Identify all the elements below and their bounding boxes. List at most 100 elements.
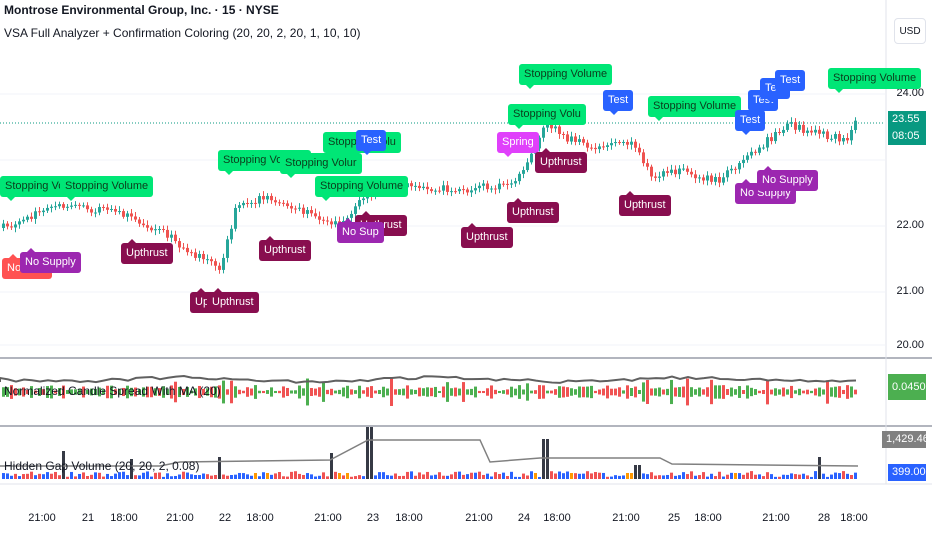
volume-bar: [414, 475, 417, 479]
signal-stopping-volume[interactable]: Stopping Volume: [315, 176, 409, 201]
volume-bar: [522, 473, 525, 479]
volume-bar: [770, 474, 773, 479]
candle-body: [546, 124, 549, 128]
candle-body: [50, 206, 53, 208]
candle-body: [94, 212, 97, 214]
signal-no-supply[interactable]: No Supply: [757, 166, 818, 191]
indicator-title[interactable]: VSA Full Analyzer + Confirmation Colorin…: [4, 26, 361, 40]
volume-bar: [38, 473, 41, 479]
time-label: 21: [81, 512, 95, 524]
signal-test[interactable]: Test: [356, 130, 387, 155]
spread-bar: [702, 389, 705, 395]
spread-bar: [98, 387, 101, 397]
signal-stopping-volume[interactable]: Stopping Volume: [60, 176, 154, 201]
spread-bar: [386, 388, 389, 396]
signal-upthrust[interactable]: Upthrust: [259, 236, 311, 261]
candle-body: [522, 170, 525, 174]
candle-body: [542, 127, 545, 138]
volume-bar: [6, 473, 9, 479]
volume-bar: [158, 472, 161, 479]
spread-bar: [2, 387, 5, 397]
signal-stopping-volume[interactable]: Stopping Volu: [508, 104, 586, 129]
spread-bar: [410, 389, 413, 395]
signal-upthrust[interactable]: Upthrust: [461, 223, 513, 248]
spread-bar: [718, 385, 721, 399]
signal-upthrust[interactable]: Upthrust: [507, 198, 559, 223]
candle-body: [274, 200, 277, 203]
candle-body: [38, 211, 41, 213]
signal-stopping-volume[interactable]: Stopping Volume: [648, 96, 742, 121]
signal-stopping-volume[interactable]: Stopping Volume: [519, 64, 613, 89]
signal-upthrust[interactable]: Upthrust: [121, 239, 173, 264]
spread-bar: [74, 389, 77, 395]
spread-bar: [10, 385, 13, 399]
candle-body: [214, 261, 217, 266]
spread-bar: [382, 386, 385, 398]
currency-button[interactable]: USD: [894, 18, 926, 44]
volume-bar: [658, 475, 661, 479]
spread-bar: [406, 385, 409, 399]
volume-bar: [722, 476, 725, 479]
symbol-title[interactable]: Montrose Environmental Group, Inc. · 15 …: [4, 3, 279, 17]
signal-upthrust[interactable]: Upthrust: [535, 148, 587, 173]
candle-body: [642, 152, 645, 164]
spread-bar: [438, 390, 441, 394]
spread-pane-title[interactable]: Normalized Candle Spread With MA (20): [4, 384, 221, 398]
signal-stopping-volume[interactable]: Stopping Volur: [280, 153, 362, 178]
spread-bar: [594, 390, 597, 394]
spread-bar: [442, 386, 445, 398]
candle-body: [854, 120, 857, 130]
candle-body: [586, 142, 589, 148]
volume-bar: [798, 474, 801, 479]
grid: [0, 93, 885, 346]
candle-body: [146, 225, 149, 228]
spread-bar: [422, 388, 425, 396]
spread-bar: [134, 387, 137, 397]
signal-spring[interactable]: Spring: [497, 132, 539, 157]
candle-body: [158, 229, 161, 231]
volume-bar: [622, 475, 625, 479]
spread-bar: [282, 386, 285, 398]
volume-bar: [14, 473, 17, 479]
signal-test[interactable]: Test: [775, 70, 806, 95]
candle-body: [574, 136, 577, 142]
volume-bar: [46, 472, 49, 479]
spread-bar: [466, 389, 469, 395]
time-label: 21:00: [762, 512, 790, 524]
spread-bar: [698, 387, 701, 397]
signal-no-supply[interactable]: No Sup: [337, 218, 384, 243]
volume-bar: [230, 475, 233, 479]
signal-stopping-volume[interactable]: Stopping Volume: [828, 68, 922, 93]
spread-bar: [478, 390, 481, 394]
signal-test[interactable]: Test: [735, 110, 766, 135]
spread-bar: [22, 387, 25, 397]
volume-bar: [550, 471, 553, 479]
volume-bar: [786, 474, 789, 479]
spread-bar: [90, 388, 93, 396]
volume-bar: [626, 473, 629, 479]
candle-body: [62, 204, 65, 208]
signal-upthrust[interactable]: Upthrust: [619, 191, 671, 216]
signal-no-supply[interactable]: No Supply: [20, 248, 81, 273]
spread-bar: [814, 388, 817, 396]
candle-body: [666, 171, 669, 173]
volume-bar: [226, 475, 229, 479]
volume-bar: [326, 476, 329, 479]
volume-bar: [486, 473, 489, 479]
spread-bar: [186, 387, 189, 397]
volume-bar: [10, 475, 13, 479]
signal-upthrust[interactable]: Upthrust: [207, 288, 259, 313]
spread-bar: [794, 390, 797, 394]
volume-bar: [502, 472, 505, 479]
price-tick: 21.00: [896, 285, 924, 297]
volume-pane-title[interactable]: Hidden Gap Volume (20, 20, 2, 0.08): [4, 459, 200, 473]
volume-bar: [194, 474, 197, 479]
candle-body: [134, 216, 137, 220]
volume-bar: [490, 476, 493, 479]
volume-bar: [438, 472, 441, 479]
time-label: 23: [366, 512, 380, 524]
spread-bar: [246, 387, 249, 397]
spread-bar: [62, 385, 65, 399]
spread-bar: [390, 378, 393, 406]
signal-test[interactable]: Test: [603, 90, 634, 115]
